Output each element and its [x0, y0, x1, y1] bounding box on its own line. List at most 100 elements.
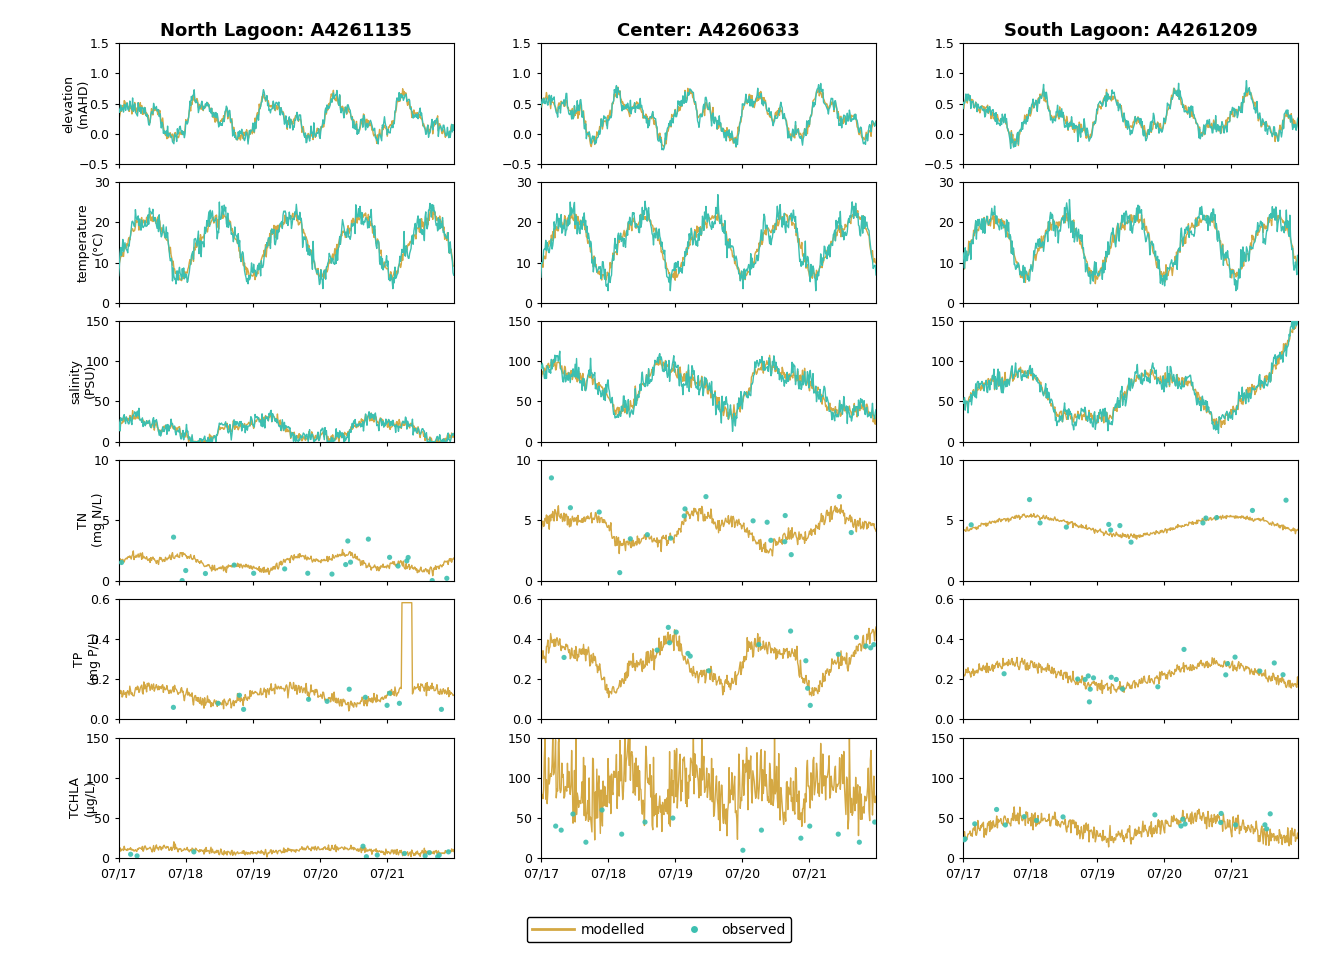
Point [120, 847, 141, 862]
Point [387, 558, 409, 573]
Point [795, 653, 816, 668]
Title: South Lagoon: A4261209: South Lagoon: A4261209 [1004, 22, 1257, 40]
Point [551, 823, 572, 838]
Point [780, 623, 801, 639]
Point [316, 693, 337, 709]
Point [660, 530, 681, 546]
Point [797, 681, 818, 696]
Point [322, 567, 343, 582]
Point [619, 531, 641, 547]
Point [163, 529, 185, 545]
Point [1144, 807, 1165, 823]
Y-axis label: temperature
(°C): temperature (°C) [76, 203, 105, 282]
Point [431, 702, 452, 717]
Point [1224, 817, 1246, 832]
Point [589, 504, 610, 520]
Point [1079, 694, 1101, 710]
Point [339, 682, 360, 697]
Point [1210, 815, 1231, 830]
Point [680, 648, 701, 664]
Point [1206, 510, 1227, 526]
Point [849, 834, 870, 850]
Point [780, 547, 801, 562]
Point [986, 802, 1007, 817]
Point [1120, 534, 1141, 550]
Point [634, 814, 655, 830]
Point [127, 848, 148, 863]
Point [366, 848, 387, 863]
Point [398, 550, 419, 565]
Point [647, 643, 668, 658]
Point [335, 557, 356, 573]
Point [742, 513, 763, 528]
Y-axis label: TP
(mg P/L): TP (mg P/L) [72, 633, 100, 686]
Point [1098, 517, 1119, 532]
Point [673, 508, 695, 524]
Point [846, 630, 867, 645]
Point [1174, 816, 1195, 831]
Point [1173, 642, 1194, 657]
Point [1211, 806, 1232, 821]
Point [659, 635, 680, 650]
Point [774, 534, 795, 550]
Y-axis label: TCHLA
(µg/L): TCHLA (µg/L) [69, 778, 98, 818]
Point [540, 470, 561, 485]
Point [612, 827, 633, 842]
Point [841, 525, 862, 540]
Point [828, 646, 849, 662]
Point [419, 845, 440, 860]
Point [1110, 518, 1131, 533]
Title: North Lagoon: A4261135: North Lagoon: A4261135 [161, 22, 413, 40]
Legend: modelled, observed: modelled, observed [526, 918, 792, 943]
Point [865, 814, 886, 830]
Point [1276, 493, 1297, 508]
Point [799, 818, 820, 833]
Point [965, 816, 986, 831]
Point [663, 810, 684, 826]
Point [224, 557, 245, 573]
Point [356, 849, 377, 864]
Point [352, 838, 373, 854]
Point [954, 831, 975, 847]
Point [1224, 649, 1246, 665]
Point [1068, 671, 1089, 687]
Point [1255, 817, 1276, 832]
Point [733, 843, 754, 858]
Point [1264, 655, 1285, 670]
Point [389, 695, 410, 711]
Point [427, 849, 448, 864]
Point [1019, 492, 1040, 507]
Point [394, 846, 415, 861]
Y-axis label: elevation
(mAHD): elevation (mAHD) [62, 75, 91, 132]
Point [229, 688, 250, 703]
Title: Center: A4260633: Center: A4260633 [617, 22, 800, 40]
Point [954, 832, 975, 848]
Point [791, 830, 812, 846]
Point [233, 702, 254, 717]
Point [961, 517, 982, 532]
Point [1078, 668, 1099, 684]
Point [994, 667, 1015, 682]
Point [357, 531, 378, 547]
Y-axis label: TN
(mg N/L): TN (mg N/L) [76, 493, 105, 548]
Point [546, 818, 567, 833]
Point [995, 817, 1016, 832]
Point [637, 527, 658, 543]
Point [422, 573, 443, 588]
Point [1193, 515, 1214, 530]
Point [828, 827, 849, 842]
Point [1014, 809, 1035, 825]
Point [1025, 813, 1046, 829]
Point [274, 561, 295, 576]
Point [397, 553, 418, 569]
Point [298, 691, 319, 707]
Point [436, 571, 457, 586]
Point [1260, 807, 1281, 822]
Point [415, 848, 436, 863]
Point [111, 555, 132, 571]
Point [183, 844, 204, 859]
Point [1083, 670, 1104, 686]
Point [675, 502, 696, 517]
Point [1215, 667, 1236, 683]
Point [1101, 523, 1122, 538]
